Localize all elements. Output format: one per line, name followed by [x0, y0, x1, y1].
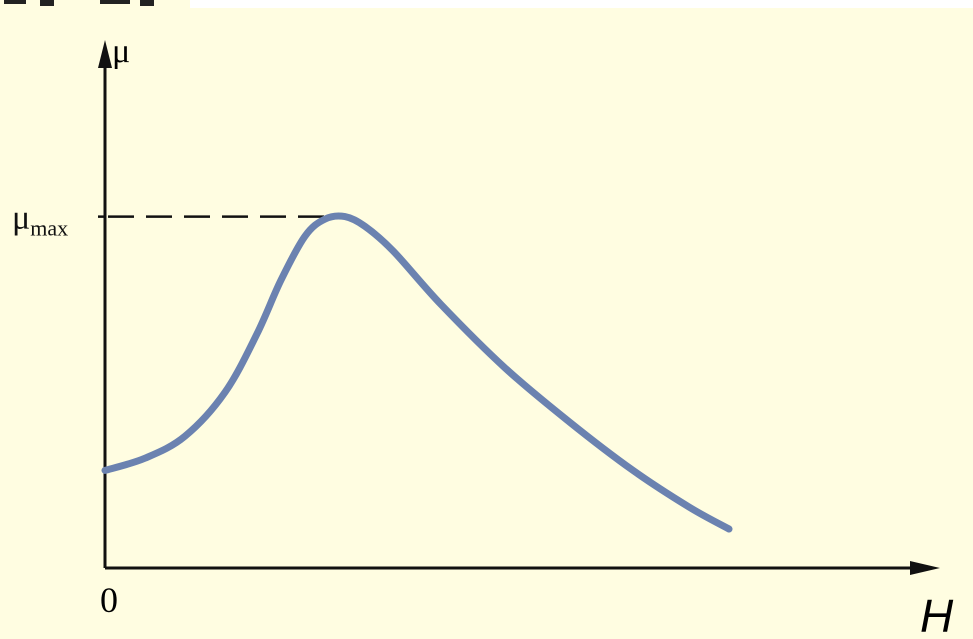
permeability-curve: [101, 212, 733, 533]
max-label-subscript: max: [30, 216, 68, 241]
max-label-base: μ: [12, 200, 30, 237]
x-axis-arrowhead: [910, 561, 940, 575]
max-marker-label: μmax: [12, 200, 68, 241]
top-edge-strip: [190, 0, 973, 8]
origin-label: 0: [100, 580, 118, 620]
y-axis-arrowhead: [98, 40, 112, 68]
x-axis-label: H: [920, 590, 954, 639]
cropped-text-fragment: [4, 0, 154, 6]
y-axis-label: μ: [112, 33, 130, 70]
